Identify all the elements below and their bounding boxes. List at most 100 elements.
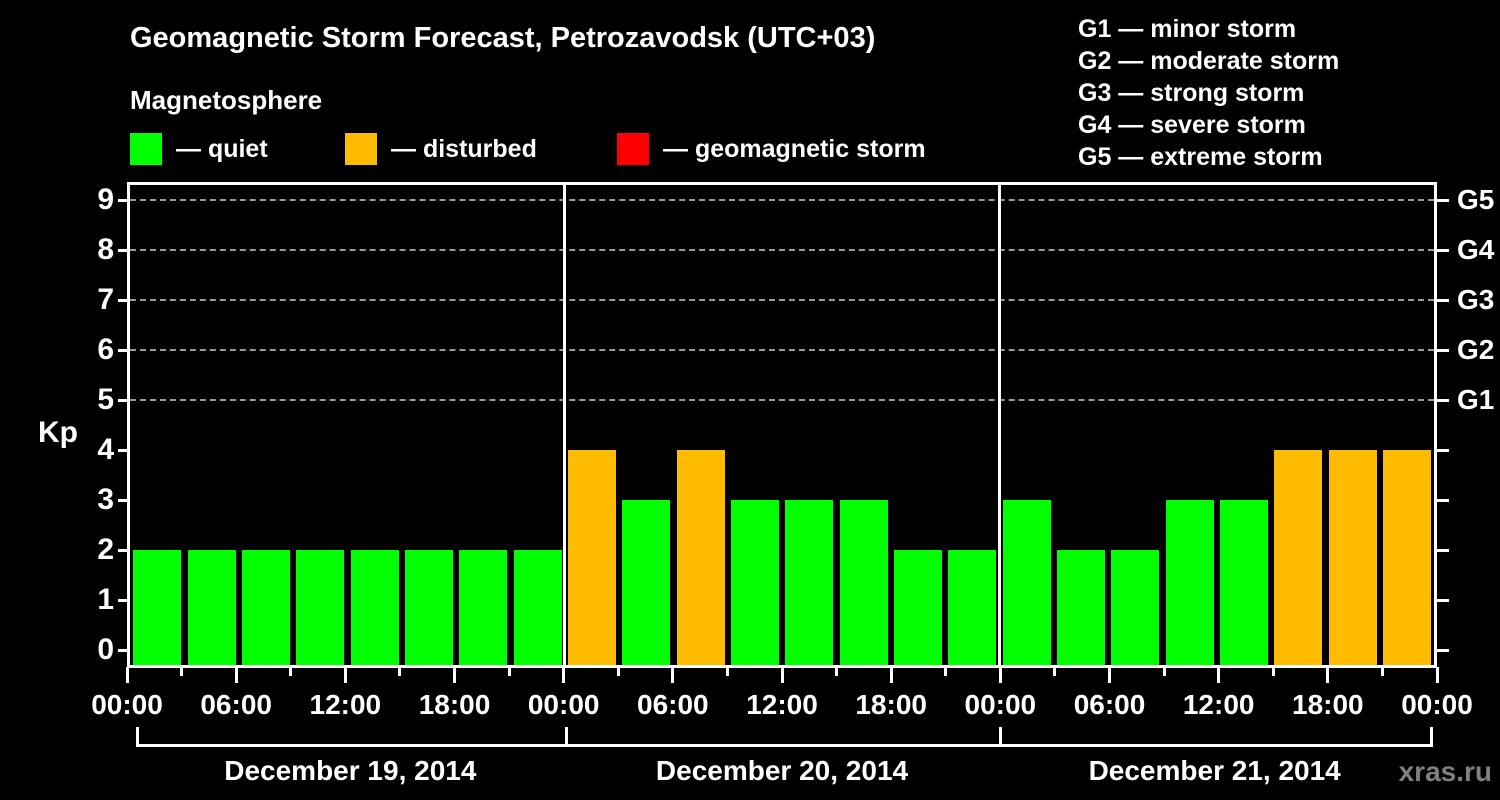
x-axis-minor-tick (1380, 667, 1384, 676)
y-axis-tick (118, 348, 127, 352)
x-axis-major-tick (453, 667, 456, 683)
y-axis-tick (118, 598, 127, 602)
y-axis-tick-label: 7 (97, 283, 114, 316)
gridline-kp-7 (130, 299, 1434, 301)
kp-bar (1002, 500, 1051, 665)
kp-bar (1165, 500, 1214, 665)
legend-item-quiet: — quiet (130, 133, 268, 165)
right-axis-label-g1: G1 (1457, 384, 1495, 415)
x-axis-tick-label: 18:00 (418, 689, 491, 720)
x-axis-major-tick (343, 667, 347, 683)
g-legend-line-g1: G1 — minor storm (1078, 15, 1297, 43)
y-axis-tick (118, 548, 127, 552)
x-axis-major-tick (671, 667, 675, 683)
legend-swatch-disturbed (345, 133, 377, 165)
kp-bar (350, 550, 399, 665)
y-axis-tick-label: 0 (97, 633, 114, 666)
right-axis-tick (1437, 198, 1449, 202)
x-axis-tick-label: 12:00 (309, 689, 382, 720)
watermark: xras.ru (1398, 756, 1492, 787)
right-axis-tick (1437, 498, 1449, 502)
x-axis-minor-tick (616, 667, 620, 676)
x-axis-minor-tick (835, 667, 839, 676)
kp-bar (676, 450, 725, 665)
right-axis-tick (1437, 448, 1449, 452)
x-axis-tick-label: 06:00 (1073, 689, 1146, 720)
kp-bar (730, 500, 779, 665)
legend-swatch-storm (617, 133, 649, 165)
x-axis-major-tick (125, 667, 129, 683)
legend-item-disturbed: — disturbed (345, 133, 537, 165)
x-axis-tick-label: 18:00 (855, 689, 927, 720)
g-legend-line-g2: G2 — moderate storm (1078, 47, 1340, 75)
kp-bar (948, 550, 997, 665)
y-axis-tick-label: 3 (97, 483, 114, 516)
y-axis-tick (118, 498, 127, 502)
x-axis-minor-tick (507, 667, 511, 676)
right-axis-label-g2: G2 (1457, 334, 1495, 365)
gridline-kp-6 (130, 349, 1434, 351)
kp-bar (296, 550, 345, 665)
x-axis-minor-tick (1271, 667, 1275, 676)
right-axis-tick (1437, 398, 1449, 402)
kp-bar (1274, 450, 1323, 665)
chart-subtitle: Magnetosphere (130, 85, 323, 115)
legend-label-quiet: — quiet (176, 134, 268, 163)
date-label: December 21, 2014 (1088, 755, 1341, 786)
kp-bar (1111, 550, 1160, 665)
kp-bar (1056, 550, 1105, 665)
y-axis-tick-label: 1 (97, 583, 114, 616)
right-axis-tick (1437, 248, 1449, 252)
kp-bar (513, 550, 562, 665)
x-axis-minor-tick (1162, 667, 1166, 676)
y-axis-tick-label: 9 (97, 183, 114, 216)
right-axis-label-g3: G3 (1457, 284, 1495, 315)
kp-bar (839, 500, 888, 665)
y-axis-tick-label: 4 (97, 433, 114, 466)
gridline-kp-5 (130, 399, 1434, 401)
kp-bar (1382, 450, 1431, 665)
x-axis-major-tick (780, 667, 784, 683)
date-label: December 20, 2014 (655, 755, 909, 786)
right-axis-tick (1437, 598, 1449, 602)
x-axis-minor-tick (180, 667, 184, 676)
kp-bar (785, 500, 834, 665)
kp-bar (1219, 500, 1268, 665)
day-separator-2 (997, 185, 1001, 665)
x-axis-major-tick (889, 667, 893, 683)
x-axis-tick-label: 06:00 (637, 689, 709, 720)
y-axis-tick (118, 448, 127, 452)
legend-item-storm: — geomagnetic storm (617, 133, 926, 165)
g-scale-legend: G1 — minor storm G2 — moderate storm G3 — … (1078, 13, 1339, 173)
day-separator-1 (563, 185, 567, 665)
plot-area (127, 182, 1437, 668)
y-axis-tick (118, 298, 127, 302)
right-axis-tick (1437, 548, 1449, 552)
x-axis-major-tick (1435, 667, 1439, 683)
x-axis-tick-label: 12:00 (1182, 689, 1255, 720)
kp-bar (404, 550, 453, 665)
legend-label-disturbed: — disturbed (391, 134, 537, 163)
gridline-kp-9 (130, 199, 1434, 201)
date-bracket-tick-3 (1430, 727, 1433, 747)
x-axis-minor-tick (944, 667, 948, 676)
x-axis-tick-label: 00:00 (964, 689, 1037, 720)
g-legend-line-g5: G5 — extreme storm (1078, 143, 1323, 171)
kp-bar (133, 550, 182, 665)
gridline-kp-8 (130, 249, 1434, 251)
x-axis-tick-label: 00:00 (527, 689, 600, 720)
x-axis-minor-tick (725, 667, 729, 676)
x-axis-minor-tick (398, 667, 402, 676)
y-axis-tick (118, 198, 127, 202)
x-axis-tick-label: 18:00 (1292, 689, 1364, 720)
date-bracket-tick-0 (136, 727, 139, 747)
date-bracket-tick-2 (999, 727, 1003, 747)
x-axis-major-tick (234, 667, 238, 683)
kp-bar (241, 550, 290, 665)
right-axis-tick (1437, 298, 1449, 302)
legend-label-storm: — geomagnetic storm (663, 134, 926, 163)
page-title: Geomagnetic Storm Forecast, Petrozavodsk… (130, 22, 876, 54)
right-axis-tick (1437, 648, 1449, 652)
right-axis-label-g4: G4 (1457, 234, 1495, 265)
